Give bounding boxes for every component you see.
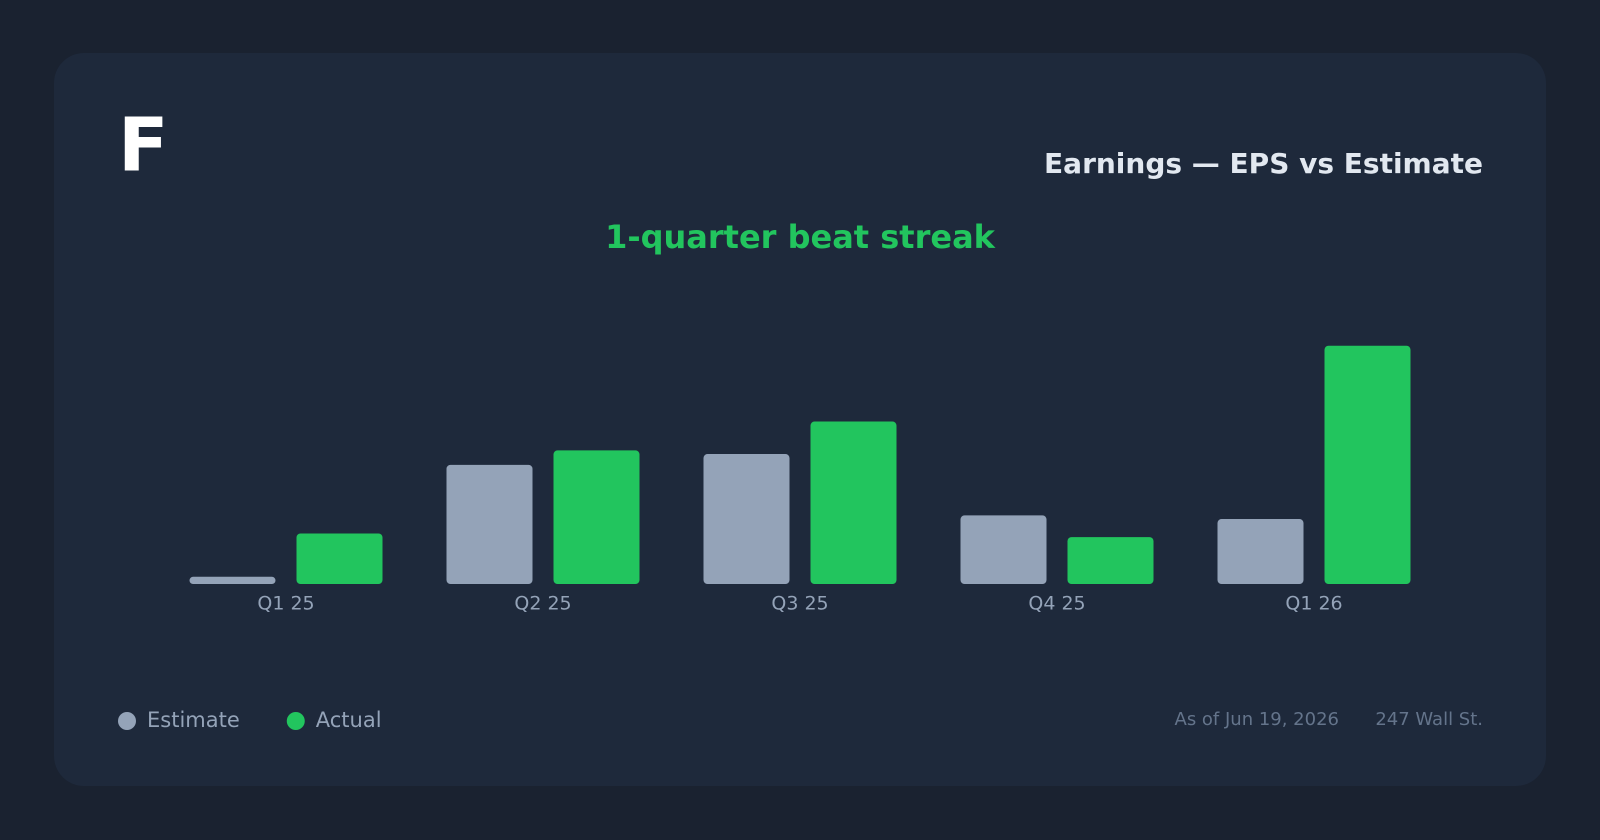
bar [446, 464, 533, 584]
x-tick-label: Q2 25 [514, 593, 571, 615]
as-of-date: As of Jun 19, 2026 [1175, 709, 1340, 730]
legend-label: Estimate [147, 708, 240, 732]
legend-label: Actual [316, 708, 382, 732]
bar [960, 515, 1047, 584]
x-tick-label: Q4 25 [1028, 593, 1085, 615]
bar [553, 450, 640, 584]
legend-swatch [286, 712, 305, 730]
bar [1324, 345, 1411, 584]
chart-title: Earnings — EPS vs Estimate [1044, 147, 1483, 180]
logo: F [118, 103, 169, 189]
bar [810, 421, 897, 584]
legend-swatch [118, 712, 136, 730]
bar [189, 576, 276, 584]
x-tick-label: Q3 25 [771, 593, 828, 615]
bar [1217, 519, 1304, 584]
bar [296, 533, 383, 584]
card [54, 53, 1546, 786]
chart-subtitle: 1-quarter beat streak [605, 218, 996, 256]
bar [1067, 537, 1154, 584]
x-tick-label: Q1 26 [1285, 593, 1342, 615]
source: 247 Wall St. [1375, 709, 1483, 730]
bar [703, 454, 790, 584]
x-tick-label: Q1 25 [257, 593, 314, 615]
